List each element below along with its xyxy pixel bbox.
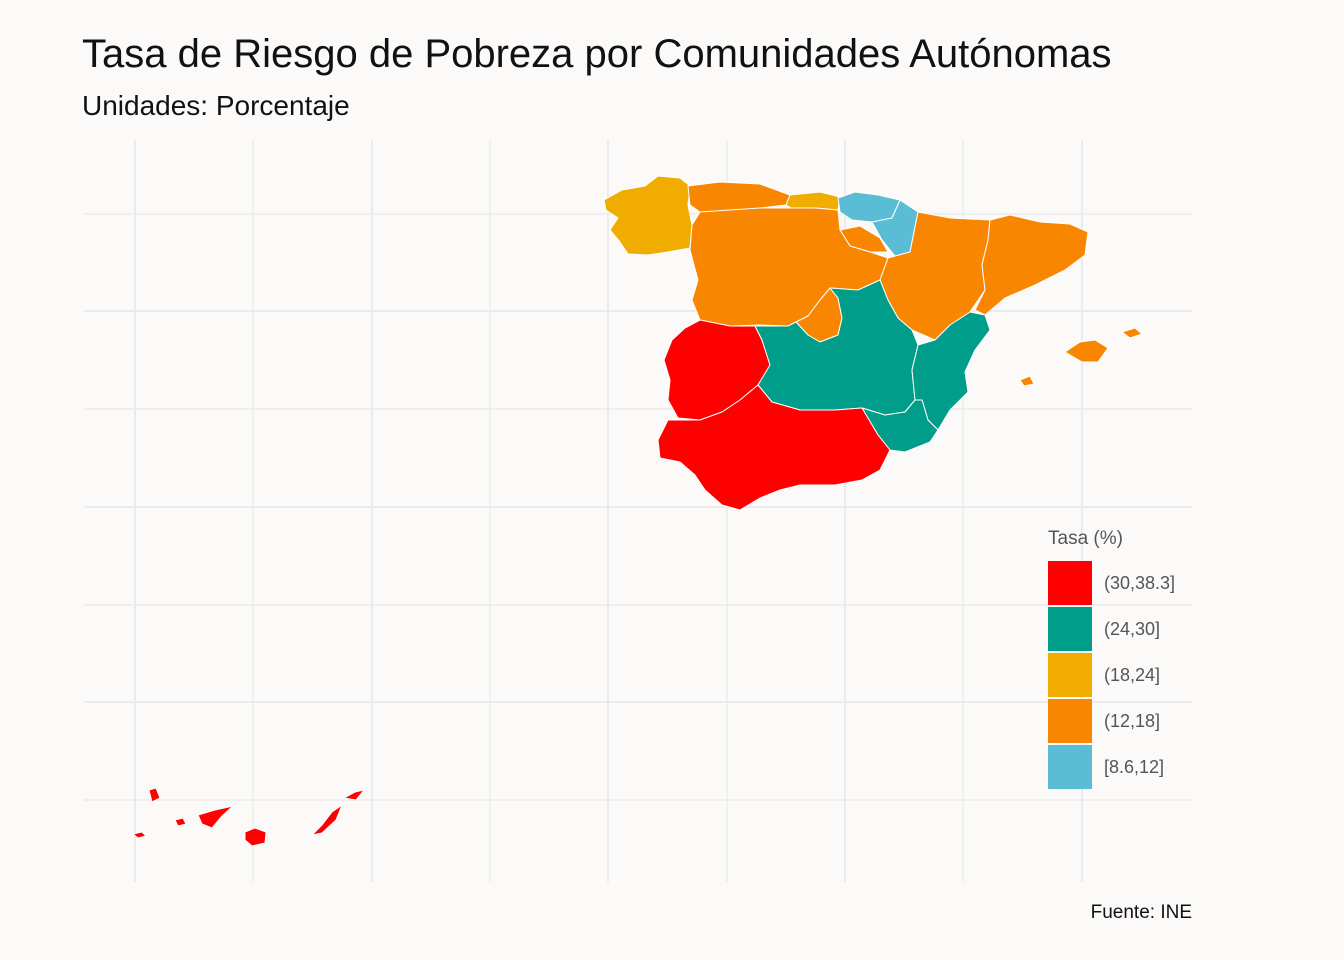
region-canarias-tenerife (197, 805, 234, 829)
legend-swatch (1048, 745, 1092, 789)
map-title: Tasa de Riesgo de Pobreza por Comunidade… (82, 32, 1112, 76)
region-canarias-fuerteventura (311, 804, 343, 836)
region-baleares-menorca (1121, 327, 1143, 339)
region-canarias-la-gomera (174, 817, 187, 827)
legend-label: (24,30] (1104, 618, 1161, 639)
region-asturias (687, 181, 791, 213)
map-legend: Tasa (%) (30,38.3] (24,30] (18,24] (12,1… (1048, 528, 1175, 790)
region-canarias-el-hierro (132, 831, 147, 839)
legend-swatch (1048, 699, 1092, 743)
region-canarias-lanzarote (343, 789, 365, 801)
region-baleares-ibiza (1019, 375, 1035, 387)
source-caption: Fuente: INE (1090, 902, 1192, 923)
region-galicia (603, 175, 693, 256)
region-cataluna (974, 214, 1089, 316)
legend-item: (24,30] (1048, 606, 1175, 652)
legend-label: (18,24] (1104, 664, 1161, 685)
region-baleares-mallorca (1064, 339, 1109, 363)
legend-item: [8.6,12] (1048, 744, 1175, 790)
region-andalucia (657, 384, 891, 511)
legend-swatch (1048, 653, 1092, 697)
legend-label: (30,38.3] (1104, 572, 1176, 593)
legend-label: (12,18] (1104, 710, 1161, 731)
legend-title: Tasa (%) (1048, 528, 1123, 549)
legend-swatch (1048, 561, 1092, 605)
region-valencia (911, 311, 991, 431)
region-canarias-gran-canaria (244, 827, 267, 847)
legend-label: [8.6,12] (1104, 756, 1165, 777)
legend-item: (12,18] (1048, 698, 1175, 744)
legend-item: (18,24] (1048, 652, 1175, 698)
regions (132, 175, 1143, 847)
region-pais-vasco (837, 191, 901, 223)
region-canarias-la-palma (148, 787, 161, 803)
legend-swatch (1048, 607, 1092, 651)
map-subtitle: Unidades: Porcentaje (82, 90, 350, 121)
legend-item: (30,38.3] (1048, 560, 1175, 606)
